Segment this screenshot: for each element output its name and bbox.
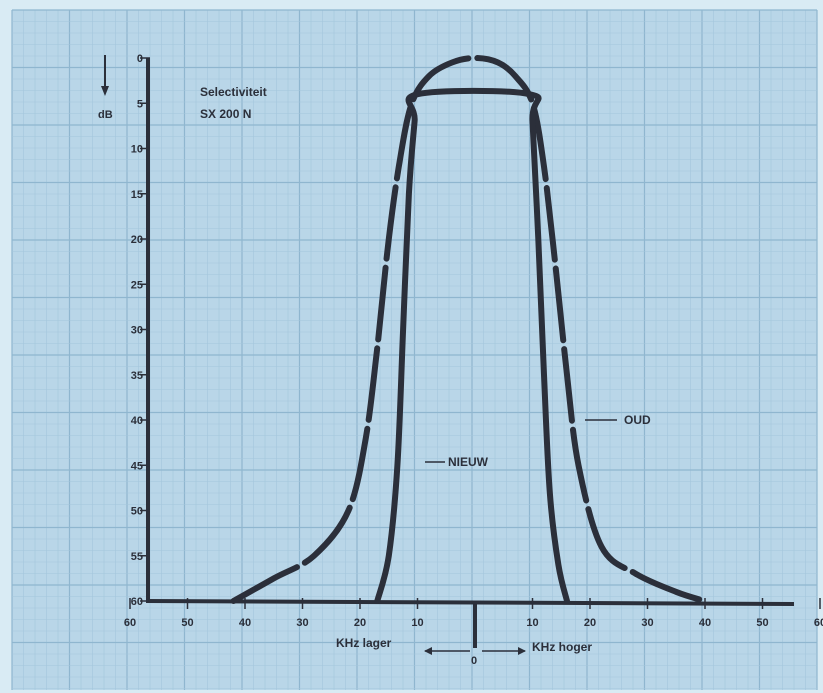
- x-tick-label: 30: [296, 617, 308, 629]
- x-axis-label-right: KHz hoger: [532, 640, 592, 654]
- series-line-nieuw: [374, 87, 570, 604]
- y-tick-label: 5: [137, 98, 143, 110]
- x-tick-label: 10: [526, 617, 538, 629]
- nieuw-label: NIEUW: [448, 455, 489, 469]
- x-tick-label: 40: [239, 617, 251, 629]
- y-tick-label: 30: [131, 325, 143, 337]
- arrow-down-icon-head: [101, 86, 109, 96]
- x-tick-label: 10: [411, 617, 423, 629]
- y-tick-label: 40: [131, 415, 143, 427]
- y-axis-label: dB: [98, 55, 113, 121]
- x-tick-label: 30: [641, 617, 653, 629]
- chart-subtitle: SX 200 N: [200, 107, 251, 121]
- y-tick-label: 60: [131, 596, 143, 608]
- x-tick-label: 20: [584, 617, 596, 629]
- x-axis-label-left: KHz lager: [336, 636, 392, 650]
- y-tick-label: 10: [131, 144, 143, 156]
- y-tick-label: 15: [131, 189, 143, 201]
- y-axis-unit: dB: [98, 109, 113, 121]
- chart-title: Selectiviteit: [200, 85, 267, 99]
- x-center-label: 0: [471, 655, 477, 667]
- oud-label: OUD: [624, 413, 651, 427]
- x-tick-label: 40: [699, 617, 711, 629]
- y-ticks: 0 5 10 15 20 25 30 35 40 45 50 55 60: [131, 53, 150, 608]
- series: [230, 55, 708, 604]
- y-tick-label: 55: [131, 551, 143, 563]
- y-tick-label: 0: [137, 53, 143, 65]
- arrow-right-icon: [518, 647, 526, 655]
- y-tick-label: 50: [131, 506, 143, 518]
- series-line-oud: [230, 55, 708, 604]
- x-tick-label: 60: [124, 617, 136, 629]
- y-tick-label: 35: [131, 370, 143, 382]
- x-tick-label: 50: [181, 617, 193, 629]
- x-ticks: 60 50 40 30 20 10 10 20 30 40 50 60: [124, 598, 823, 629]
- x-tick-label: 60: [814, 617, 823, 629]
- y-tick-label: 20: [131, 234, 143, 246]
- arrow-left-icon: [424, 647, 432, 655]
- x-tick-label: 20: [354, 617, 366, 629]
- x-tick-label: 50: [756, 617, 768, 629]
- x-axis-line: [145, 599, 795, 606]
- y-tick-label: 45: [131, 460, 143, 472]
- y-tick-label: 25: [131, 279, 143, 291]
